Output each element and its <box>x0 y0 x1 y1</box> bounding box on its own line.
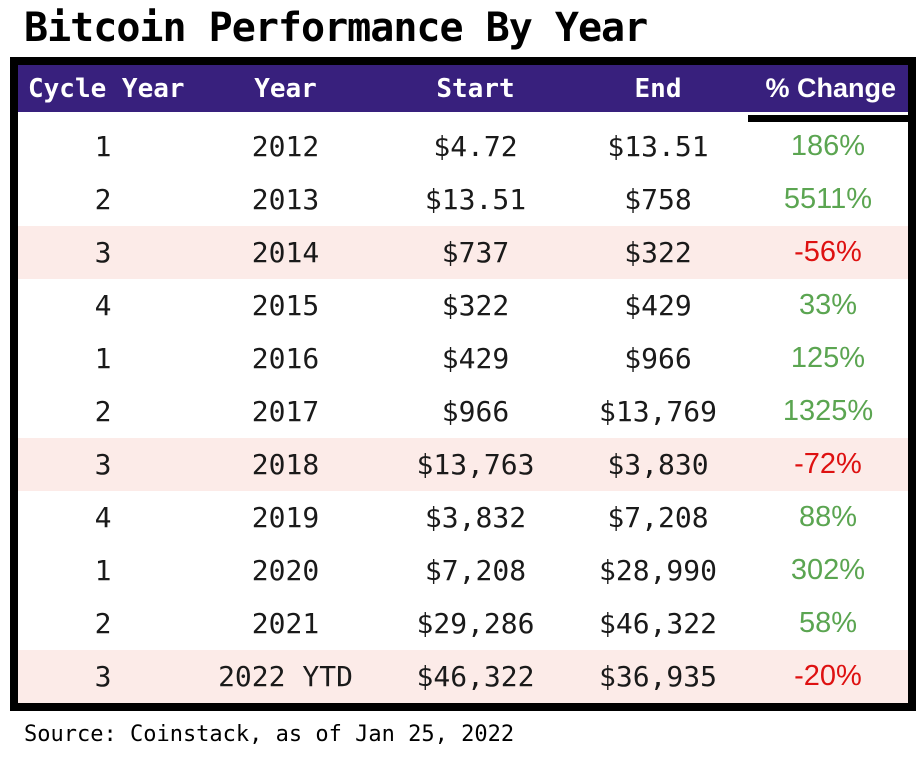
cell-cycle: 3 <box>94 660 112 693</box>
table-row: 3 2022 YTD $46,322 $36,935 -20% <box>18 650 908 703</box>
table-row: 2 2021 $29,286 $46,322 58% <box>18 597 908 650</box>
cell-end: $3,830 <box>607 448 709 481</box>
cell-year: 2021 <box>251 607 320 640</box>
cell-change: 186% <box>790 130 866 162</box>
col-header-start: Start <box>436 73 515 104</box>
cell-start: $966 <box>441 395 510 428</box>
table-row: 1 2016 $429 $966 125% <box>18 332 908 385</box>
cell-start: $13.51 <box>424 183 527 216</box>
cell-cycle: 1 <box>94 130 112 163</box>
cell-change: -72% <box>794 448 862 480</box>
cell-cycle: 4 <box>94 289 112 322</box>
col-header-cycle-year: Cycle Year <box>28 73 185 104</box>
cell-change: 125% <box>790 342 866 374</box>
cell-cycle: 3 <box>94 236 112 269</box>
cell-cycle: 1 <box>94 342 112 375</box>
table-row: 2 2017 $966 $13,769 1325% <box>18 385 908 438</box>
table-row: 3 2018 $13,763 $3,830 -72% <box>18 438 908 491</box>
cell-change: 5511% <box>783 183 873 215</box>
cell-cycle: 1 <box>94 554 112 587</box>
source-note: Source: Coinstack, as of Jan 25, 2022 <box>24 722 515 747</box>
cell-change: 88% <box>798 501 858 533</box>
cell-end: $46,322 <box>598 607 717 640</box>
cell-year: 2020 <box>251 554 320 587</box>
table-row: 4 2019 $3,832 $7,208 88% <box>18 491 908 544</box>
col-header-end: End <box>634 73 682 104</box>
col-header-year: Year <box>254 73 317 104</box>
table-row: 1 2020 $7,208 $28,990 302% <box>18 544 908 597</box>
cell-end: $7,208 <box>607 501 709 534</box>
table-header-row: Cycle Year Year Start End % Change <box>18 65 908 112</box>
cell-year: 2018 <box>251 448 320 481</box>
cell-start: $4.72 <box>433 130 518 163</box>
cell-cycle: 2 <box>94 395 112 428</box>
cell-year: 2019 <box>251 501 320 534</box>
cell-year: 2017 <box>251 395 320 428</box>
table-row: 3 2014 $737 $322 -56% <box>18 226 908 279</box>
cell-end: $13,769 <box>598 395 717 428</box>
cell-cycle: 3 <box>94 448 112 481</box>
cell-end: $28,990 <box>598 554 717 587</box>
cell-change: 58% <box>798 607 858 639</box>
cell-change: -20% <box>794 660 862 692</box>
cell-year: 2014 <box>251 236 320 269</box>
cell-change: -56% <box>794 236 862 268</box>
cell-end: $758 <box>624 183 692 216</box>
cell-year: 2016 <box>251 342 320 375</box>
cell-year: 2015 <box>251 289 320 322</box>
cell-end: $429 <box>624 289 692 322</box>
cell-start: $46,322 <box>416 660 535 693</box>
cell-end: $966 <box>624 342 692 375</box>
cell-change: 302% <box>790 554 866 586</box>
page-title: Bitcoin Performance By Year <box>24 5 648 51</box>
cell-end: $322 <box>624 236 692 269</box>
cell-start: $322 <box>441 289 510 322</box>
cell-start: $29,286 <box>416 607 535 640</box>
cell-year: 2013 <box>251 183 320 216</box>
cell-change: 1325% <box>782 395 874 427</box>
cell-change: 33% <box>798 289 858 321</box>
cell-end: $13.51 <box>607 130 709 163</box>
col-header-pct-change: % Change <box>765 73 896 103</box>
cell-start: $3,832 <box>424 501 527 534</box>
table-row: 4 2015 $322 $429 33% <box>18 279 908 332</box>
pct-change-underline <box>748 115 908 122</box>
performance-table: Cycle Year Year Start End % Change 1 201… <box>10 57 916 711</box>
table-row: 2 2013 $13.51 $758 5511% <box>18 173 908 226</box>
cell-end: $36,935 <box>598 660 717 693</box>
cell-cycle: 4 <box>94 501 112 534</box>
cell-year: 2012 <box>251 130 320 163</box>
table-body: 1 2012 $4.72 $13.51 186% 2 2013 $13.51 $… <box>18 112 908 703</box>
cell-start: $737 <box>441 236 510 269</box>
cell-cycle: 2 <box>94 607 112 640</box>
cell-start: $7,208 <box>424 554 527 587</box>
cell-start: $429 <box>441 342 510 375</box>
cell-start: $13,763 <box>416 448 535 481</box>
cell-cycle: 2 <box>94 183 112 216</box>
cell-year: 2022 YTD <box>218 660 353 693</box>
table-row: 1 2012 $4.72 $13.51 186% <box>18 120 908 173</box>
